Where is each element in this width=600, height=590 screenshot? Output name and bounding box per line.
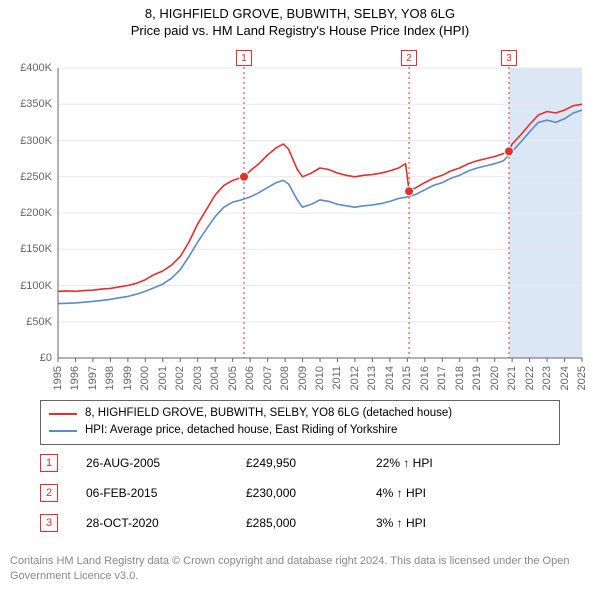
legend-swatch-property (49, 413, 77, 415)
x-tick-label: 2010 (314, 366, 326, 390)
y-tick-label: £150K (10, 243, 52, 255)
marker-row-1: 1 26-AUG-2005 £249,950 22% ↑ HPI (40, 448, 560, 478)
y-tick-label: £300K (10, 135, 52, 147)
x-tick-label: 2021 (506, 366, 518, 390)
marker-table: 1 26-AUG-2005 £249,950 22% ↑ HPI 2 06-FE… (40, 448, 560, 538)
x-tick-label: 2004 (209, 366, 221, 390)
legend-item-hpi: HPI: Average price, detached house, East… (49, 422, 551, 439)
y-tick-label: £250K (10, 171, 52, 183)
chart-svg (10, 48, 590, 393)
x-tick-label: 2001 (157, 366, 169, 390)
chart-marker-3: 3 (501, 50, 517, 66)
y-tick-label: £200K (10, 207, 52, 219)
x-tick-label: 2003 (192, 366, 204, 390)
marker-num-3: 3 (40, 514, 58, 532)
x-tick-label: 2017 (436, 366, 448, 390)
y-tick-label: £0 (10, 352, 52, 364)
x-tick-label: 1999 (122, 366, 134, 390)
x-tick-label: 2020 (489, 366, 501, 390)
legend-swatch-hpi (49, 430, 77, 432)
x-tick-label: 2007 (262, 366, 274, 390)
marker-row-3: 3 28-OCT-2020 £285,000 3% ↑ HPI (40, 508, 560, 538)
x-tick-label: 1997 (87, 366, 99, 390)
y-tick-label: £50K (10, 316, 52, 328)
x-tick-label: 1998 (104, 366, 116, 390)
x-tick-label: 2008 (279, 366, 291, 390)
chart-marker-1: 1 (236, 50, 252, 66)
x-tick-label: 2011 (331, 366, 343, 390)
copyright-text: Contains HM Land Registry data © Crown c… (10, 554, 590, 584)
x-tick-label: 2002 (174, 366, 186, 390)
marker-num-1: 1 (40, 454, 58, 472)
marker-row-2: 2 06-FEB-2015 £230,000 4% ↑ HPI (40, 478, 560, 508)
chart-title: 8, HIGHFIELD GROVE, BUBWITH, SELBY, YO8 … (0, 0, 600, 21)
marker-price-2: £230,000 (246, 486, 376, 500)
x-tick-label: 2014 (384, 366, 396, 390)
x-tick-label: 2018 (454, 366, 466, 390)
x-tick-label: 2016 (419, 366, 431, 390)
x-tick-label: 1995 (52, 366, 64, 390)
marker-hpi-1: 22% ↑ HPI (376, 456, 496, 470)
x-tick-label: 2023 (541, 366, 553, 390)
chart-area: £0 £50K £100K £150K £200K £250K £300K £350K £400… (10, 48, 590, 393)
chart-marker-2: 2 (401, 50, 417, 66)
x-tick-label: 2019 (471, 366, 483, 390)
x-tick-label: 2013 (366, 366, 378, 390)
marker-date-3: 28-OCT-2020 (86, 516, 246, 530)
chart-subtitle: Price paid vs. HM Land Registry's House … (0, 21, 600, 38)
x-tick-label: 1996 (69, 366, 81, 390)
chart-container: 8, HIGHFIELD GROVE, BUBWITH, SELBY, YO8 … (0, 0, 600, 590)
legend-item-property: 8, HIGHFIELD GROVE, BUBWITH, SELBY, YO8 … (49, 405, 551, 422)
legend-label-property: 8, HIGHFIELD GROVE, BUBWITH, SELBY, YO8 … (85, 405, 452, 422)
x-tick-label: 2006 (244, 366, 256, 390)
legend-label-hpi: HPI: Average price, detached house, East… (85, 422, 397, 439)
x-tick-label: 2005 (227, 366, 239, 390)
x-tick-label: 2025 (576, 366, 588, 390)
marker-hpi-3: 3% ↑ HPI (376, 516, 496, 530)
y-tick-label: £100K (10, 280, 52, 292)
legend: 8, HIGHFIELD GROVE, BUBWITH, SELBY, YO8 … (40, 400, 560, 445)
marker-hpi-2: 4% ↑ HPI (376, 486, 496, 500)
marker-num-2: 2 (40, 484, 58, 502)
marker-price-3: £285,000 (246, 516, 376, 530)
x-tick-label: 2009 (297, 366, 309, 390)
y-tick-label: £350K (10, 98, 52, 110)
marker-price-1: £249,950 (246, 456, 376, 470)
x-tick-label: 2000 (139, 366, 151, 390)
x-tick-label: 2024 (559, 366, 571, 390)
x-tick-label: 2012 (349, 366, 361, 390)
x-tick-label: 2022 (524, 366, 536, 390)
marker-date-1: 26-AUG-2005 (86, 456, 246, 470)
y-tick-label: £400K (10, 62, 52, 74)
marker-date-2: 06-FEB-2015 (86, 486, 246, 500)
x-tick-label: 2015 (401, 366, 413, 390)
